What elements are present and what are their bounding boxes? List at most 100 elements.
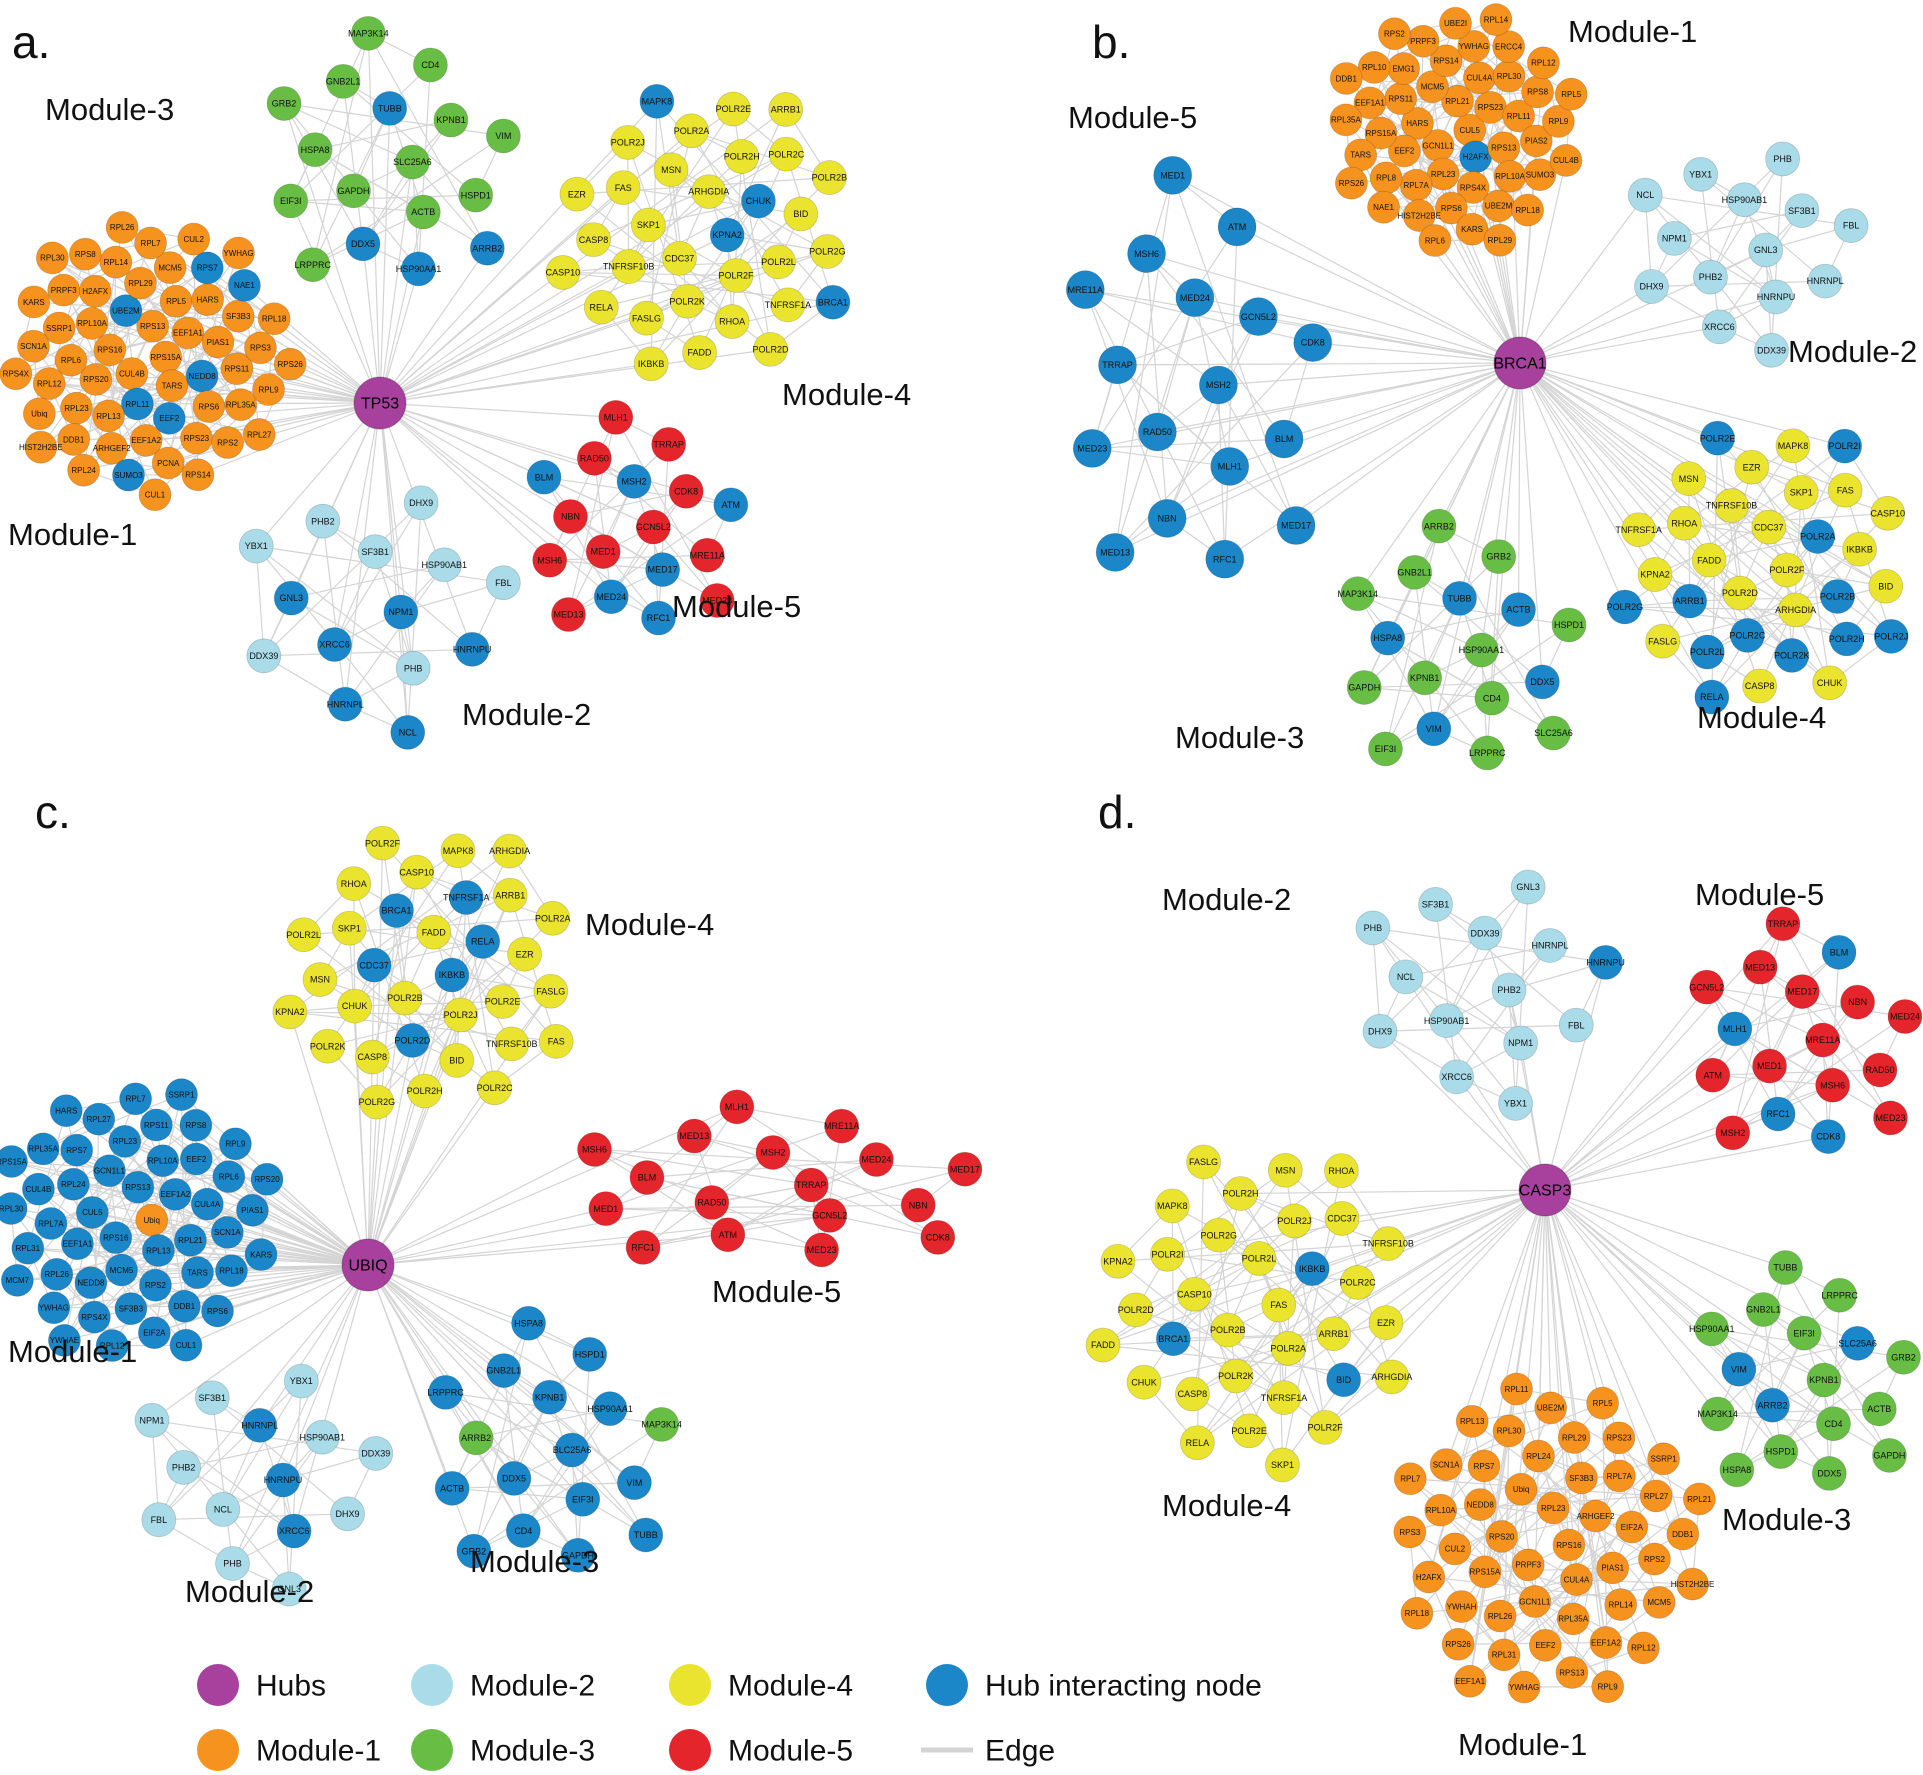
node-label: RPL23 [113,1137,138,1146]
hub-edge [1379,1030,1546,1191]
node-label: RPL29 [1488,236,1513,245]
node-LRPPRC [428,1374,463,1410]
edge [411,161,488,249]
hub-node-BRCA1 [1493,336,1547,390]
node-label: FAS [1270,1300,1287,1310]
node-RPL14 [99,245,133,279]
hub-edge [1236,226,1521,364]
node-FAS [1261,1287,1297,1323]
node-FADD [1085,1327,1121,1363]
node-CUL2 [177,222,211,256]
module-label: Module-5 [672,589,801,624]
node-RPS20 [1485,1520,1519,1553]
node-label: RPL23 [1541,1504,1566,1513]
node-label: DDX5 [1530,677,1554,687]
node-label: RPS26 [278,360,304,369]
hub-edge [228,1176,369,1266]
node-label: TRRAP [1102,360,1133,370]
node-label: HSPA8 [1722,1465,1751,1475]
node-label: HSP90AB1 [300,1432,346,1442]
node-GRB2 [456,1533,492,1569]
node-label: CUL4B [26,1185,52,1194]
node-MCM5 [1416,70,1449,104]
edge [1624,606,1796,611]
node-label: RPS14 [1433,57,1459,66]
node-label: MAP3K14 [1338,589,1379,599]
edge [396,910,503,1002]
node-ARHGDIA [1778,592,1814,628]
node-POLR2L [286,917,322,953]
node-DDX39 [358,1436,394,1471]
node-label: RHOA [719,317,745,327]
node-label: FADD [422,927,447,937]
legend-label: Module-4 [728,1670,853,1703]
node-label: TUBB [634,1530,658,1540]
node-label: HSPA8 [514,1318,543,1328]
node-label: HNRNPL [241,1420,278,1430]
node-label: CHUK [1817,678,1843,688]
node-label: DDX39 [361,1449,390,1459]
node-PIAS1 [1596,1551,1630,1585]
node-label: MLH1 [725,1102,749,1112]
node-MED13 [1095,532,1135,572]
node-label: NPM1 [1508,1038,1533,1048]
hub-edge [367,1264,611,1410]
node-FADD [682,335,717,370]
node-CASP8 [1742,668,1778,704]
node-RPS4X [77,1300,111,1334]
node-GCN1L1 [1518,1585,1552,1618]
node-TNFRSF1A [1266,1380,1302,1416]
node-label: POLR2K [669,296,705,306]
edge [1240,1192,1389,1245]
node-label: EEF1A1 [173,329,203,338]
node-label: RPL27 [87,1115,112,1124]
node-label: RPL35A [1558,1615,1588,1624]
node-label: GAPDH [338,186,370,196]
node-label: NBN [1848,997,1867,1007]
edge [628,156,743,267]
node-BLM [1821,934,1857,970]
node-RPS15A [0,1145,28,1178]
node-label: BRCA1 [1158,1334,1188,1344]
node-SSRP1 [42,311,76,345]
node-label: ATM [722,500,740,510]
node-DDB1 [1666,1517,1700,1551]
node-RPL14 [1604,1588,1638,1621]
node-label: POLR2C [1340,1278,1377,1288]
node-POLR2K [1774,637,1810,673]
node-SLC25A6 [1536,715,1571,751]
node-label: GCN1L1 [94,1167,126,1176]
hub-edge [1544,1189,1713,1330]
edge [605,1106,738,1210]
node-label: EMG1 [1392,64,1415,73]
node-RFC1 [1205,539,1245,579]
node-GNL3 [273,580,309,616]
node-label: HIST2H2BE [1671,1580,1715,1589]
node-label: MCM5 [1647,1598,1671,1607]
node-label: CD4 [1824,1419,1842,1429]
node-label: POLR2B [812,173,848,183]
node-label: MED17 [950,1164,980,1174]
node-label: POLR2A [674,126,710,136]
node-PCNA [151,446,185,480]
node-EZR [1368,1305,1404,1341]
node-POLR2L [1241,1241,1277,1276]
hub-edge [379,271,564,404]
hub-edge [1324,1189,1546,1428]
node-MLH1 [598,400,634,435]
node-label: DDX5 [502,1474,526,1484]
edge [1822,1039,1891,1119]
node-label: EZR [1743,462,1762,472]
node-RPL21 [1441,84,1474,118]
node-SLC25A6 [394,144,430,180]
node-label: HARS [55,1106,77,1115]
node-TUBB [372,91,408,126]
node-SF3B1 [357,534,393,570]
node-label: POLR2A [1270,1343,1306,1353]
node-label: RPL5 [1561,90,1582,99]
node-NEDD8 [74,1266,108,1300]
edge [1709,158,1784,278]
edge [1734,1028,1891,1119]
node-VIM [485,118,521,154]
node-POLR2I [1827,428,1863,464]
